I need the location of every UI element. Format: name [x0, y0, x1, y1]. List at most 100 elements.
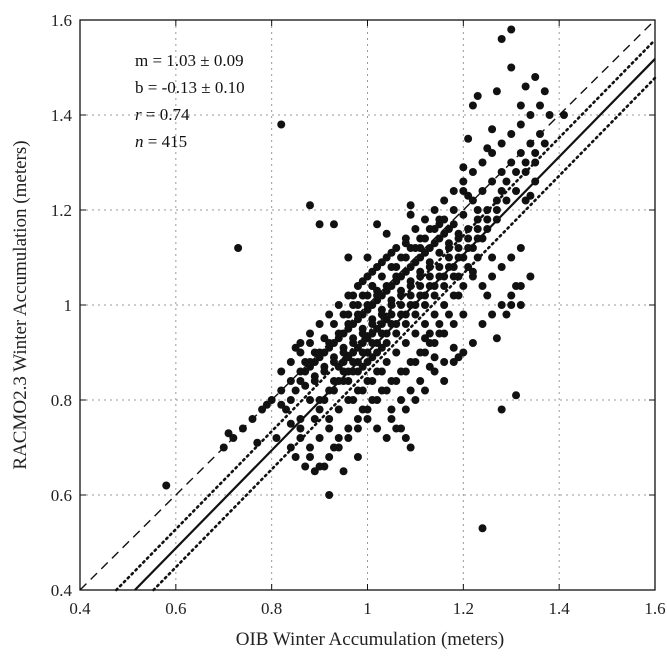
data-point	[521, 168, 530, 176]
data-point	[387, 263, 396, 271]
data-point	[397, 367, 406, 376]
data-point	[497, 35, 506, 43]
data-point	[516, 101, 525, 110]
data-point	[430, 206, 439, 214]
data-point	[440, 282, 449, 290]
data-point	[397, 301, 406, 309]
data-point	[353, 453, 362, 461]
data-point	[315, 405, 324, 414]
data-point	[306, 358, 314, 366]
data-point	[306, 201, 314, 210]
data-point	[296, 339, 305, 347]
data-point	[377, 386, 386, 395]
data-point	[334, 405, 343, 414]
x-tick-label: 1.4	[549, 599, 571, 618]
data-point	[397, 291, 406, 300]
data-point	[291, 386, 300, 395]
data-point	[392, 329, 401, 338]
data-point	[382, 434, 391, 442]
data-point	[401, 253, 410, 262]
data-point	[425, 282, 434, 290]
data-point	[344, 253, 353, 262]
data-point	[306, 443, 314, 452]
data-point	[411, 396, 420, 404]
data-point	[540, 139, 549, 148]
data-point	[502, 310, 511, 319]
data-point	[325, 491, 334, 499]
x-tick-label: 1.2	[453, 599, 474, 618]
data-point	[492, 334, 501, 343]
data-point	[497, 301, 506, 309]
data-point	[406, 210, 415, 219]
data-point	[421, 386, 429, 395]
data-point	[377, 343, 386, 352]
data-point	[459, 177, 468, 186]
data-point	[344, 310, 353, 319]
axis-ticks: 0.4 0.6 0.8 1 1.2 1.4 1.6 0.4 0.6 0.8 1 1.2 1.4 1.6	[51, 11, 666, 618]
data-point	[387, 377, 396, 385]
data-point	[306, 339, 314, 347]
x-axis-label: OIB Winter Accumulation (meters)	[236, 629, 505, 650]
annotation-n-var: n	[135, 132, 144, 151]
data-point	[531, 177, 540, 186]
data-point	[516, 244, 525, 252]
data-point	[387, 320, 396, 328]
data-point	[392, 244, 401, 252]
data-point	[377, 367, 386, 376]
data-point	[473, 92, 482, 100]
data-point	[421, 234, 429, 243]
annotation-r-var: r	[135, 105, 142, 124]
stats-annotation: m = 1.03 ± 0.09 b = -0.13 ± 0.10 r = 0.7…	[135, 51, 245, 151]
data-point	[468, 272, 477, 281]
data-point	[416, 377, 425, 385]
data-point	[449, 358, 458, 366]
data-point	[459, 187, 468, 195]
data-point	[272, 434, 281, 442]
data-point	[440, 215, 449, 224]
data-point	[310, 377, 319, 385]
data-point	[488, 125, 497, 134]
data-point	[416, 253, 425, 262]
data-point	[377, 272, 386, 281]
data-point	[421, 301, 429, 309]
data-point	[406, 291, 415, 300]
data-point	[253, 438, 262, 447]
annotation-intercept: b = -0.13 ± 0.10	[135, 78, 245, 97]
data-point	[435, 234, 444, 243]
data-point	[382, 358, 391, 366]
data-point	[329, 320, 338, 328]
data-point	[416, 348, 425, 357]
data-point	[502, 177, 511, 186]
data-point	[440, 377, 449, 385]
data-point	[425, 329, 434, 338]
data-point	[497, 168, 506, 176]
data-point	[382, 229, 391, 238]
data-point	[425, 339, 434, 347]
data-point	[464, 263, 473, 271]
data-point	[478, 158, 487, 167]
data-point	[444, 310, 453, 319]
data-point	[430, 291, 439, 300]
data-point	[397, 396, 406, 404]
data-point	[464, 134, 473, 143]
fit-lower-line	[152, 76, 657, 592]
data-point	[459, 210, 468, 219]
data-point	[468, 196, 477, 205]
data-point	[507, 301, 516, 309]
data-point	[444, 244, 453, 252]
data-point	[339, 377, 348, 385]
data-point	[296, 434, 305, 442]
x-tick-label: 1	[363, 599, 372, 618]
data-point	[449, 206, 458, 214]
data-point	[454, 291, 463, 300]
data-point	[492, 206, 501, 214]
data-point	[334, 443, 343, 452]
data-point	[358, 362, 367, 371]
data-point	[353, 424, 362, 433]
data-point	[325, 310, 334, 319]
data-point	[483, 291, 492, 300]
data-point	[478, 320, 487, 328]
data-point	[521, 158, 530, 167]
data-point	[358, 348, 367, 357]
